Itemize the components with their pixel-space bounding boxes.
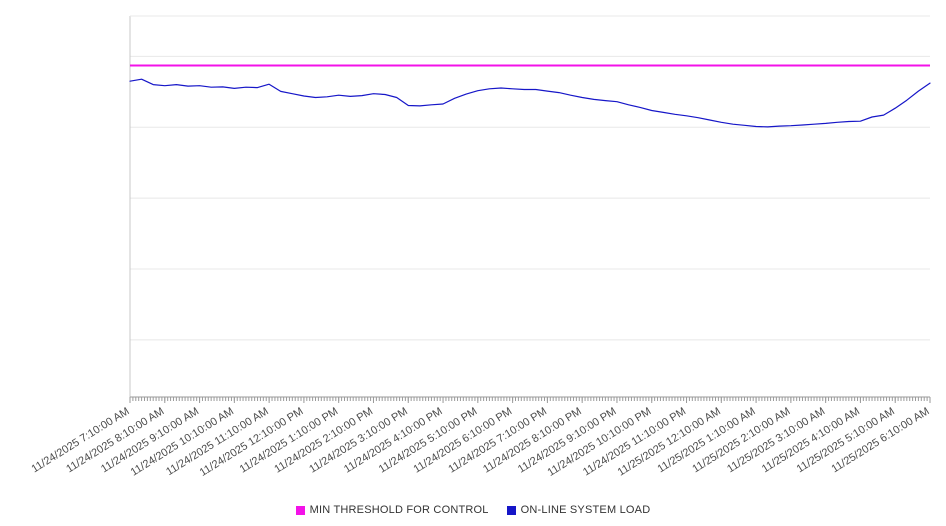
online-system-load-swatch-icon (506, 505, 516, 515)
legend-label-online-system-load: ON-LINE SYSTEM LOAD (520, 504, 651, 516)
legend-item-min-threshold[interactable]: MIN THRESHOLD FOR CONTROL (295, 504, 489, 516)
legend-label-min-threshold: MIN THRESHOLD FOR CONTROL (309, 504, 489, 516)
chart-legend: MIN THRESHOLD FOR CONTROL ON-LINE SYSTEM… (0, 504, 946, 516)
legend-item-online-system-load[interactable]: ON-LINE SYSTEM LOAD (506, 504, 651, 516)
min-threshold-swatch-icon (295, 505, 305, 515)
online-system-load-line (129, 78, 931, 128)
